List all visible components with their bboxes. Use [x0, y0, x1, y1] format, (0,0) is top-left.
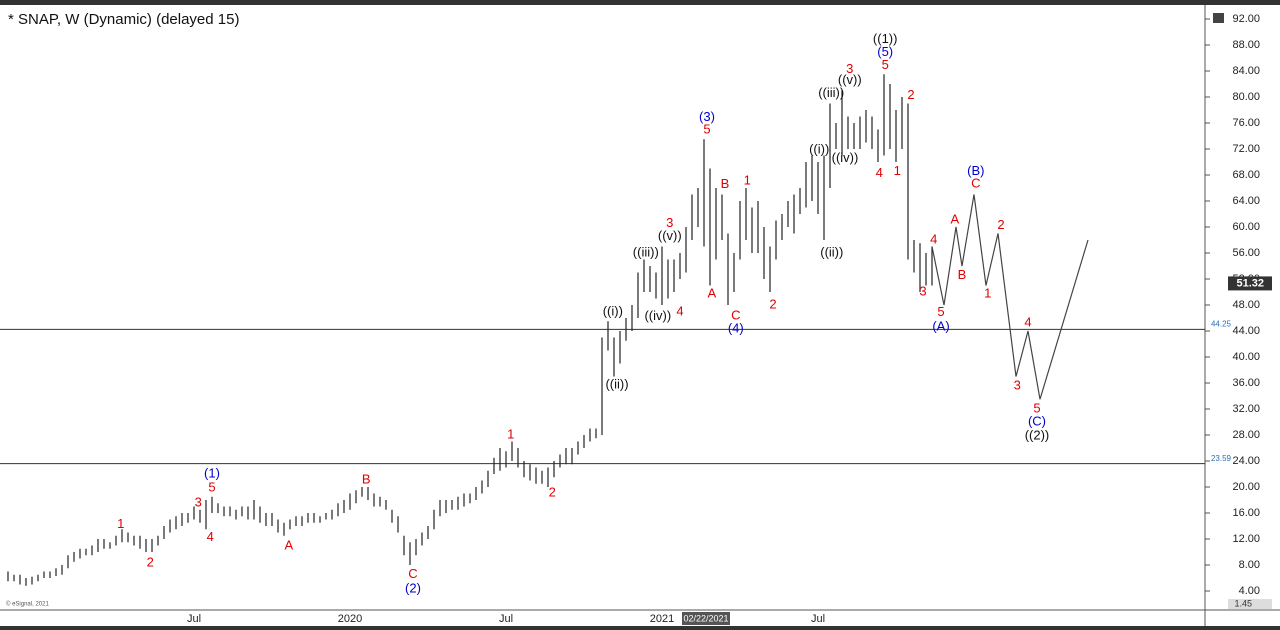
last-price-box [1228, 276, 1272, 291]
wave-label: (C) [1028, 413, 1046, 428]
y-tick-label: 48.00 [1232, 299, 1260, 311]
projection-line [931, 194, 1089, 400]
wave-label: ((iii)) [818, 85, 844, 100]
wave-label: 2 [549, 484, 556, 499]
top-border [0, 0, 1280, 5]
wave-label: 3 [919, 283, 926, 298]
wave-label: ((ii)) [605, 376, 628, 391]
wave-label: 4 [1024, 315, 1031, 330]
copyright: © eSignal, 2021 [6, 601, 49, 608]
y-tick-label: 44.00 [1232, 325, 1260, 337]
wave-label: 3 [846, 61, 853, 76]
lower-axis-label: 1.45 [1234, 598, 1252, 608]
y-tick-label: 72.00 [1232, 143, 1260, 155]
y-tick-label: 60.00 [1232, 221, 1260, 233]
wave-label: 4 [676, 304, 683, 319]
y-tick-label: 8.00 [1239, 559, 1260, 571]
wave-label: 1 [744, 172, 751, 187]
wave-label: B [958, 267, 967, 282]
x-tick-label: Jul [499, 613, 513, 625]
y-tick-label: 84.00 [1232, 65, 1260, 77]
wave-label: 1 [507, 426, 514, 441]
wave-label: ((iv)) [832, 150, 859, 165]
wave-label: C [408, 566, 417, 581]
y-tick-label: 16.00 [1232, 507, 1260, 519]
wave-label: (4) [728, 320, 744, 335]
y-tick-label: 40.00 [1232, 351, 1260, 363]
wave-label: 2 [769, 296, 776, 311]
level-label: 44.25 [1211, 319, 1232, 328]
y-tick-label: 76.00 [1232, 117, 1260, 129]
wave-label: B [362, 471, 371, 486]
wave-label: ((1)) [873, 31, 898, 46]
wave-label: ((v)) [838, 72, 862, 87]
y-tick-label: 28.00 [1232, 429, 1260, 441]
y-tick-label: 88.00 [1232, 39, 1260, 51]
wave-label: A [284, 538, 293, 553]
wave-label: 2 [907, 87, 914, 102]
x-tick-label: Jul [187, 613, 201, 625]
wave-label: (1) [204, 465, 220, 480]
y-tick-label: 56.00 [1232, 247, 1260, 259]
wave-label: 2 [147, 554, 154, 569]
y-tick-label: 32.00 [1232, 403, 1260, 415]
wave-label: ((i)) [603, 304, 623, 319]
wave-label: 1 [894, 163, 901, 178]
y-tick-label: 68.00 [1232, 169, 1260, 181]
wave-label: C [731, 307, 740, 322]
wave-label: 3 [666, 215, 673, 230]
wave-label: ((i)) [809, 142, 829, 157]
wave-label: ((ii)) [820, 244, 843, 259]
y-tick-label: 20.00 [1232, 481, 1260, 493]
wave-label: 3 [1014, 378, 1021, 393]
x-tick-label: 2021 [650, 613, 674, 625]
cursor-label: 02/22/2021 [683, 613, 728, 623]
menu-icon[interactable] [1213, 13, 1224, 23]
wave-label: 4 [876, 165, 883, 180]
level-label: 23.59 [1211, 454, 1232, 463]
wave-label: 1 [984, 285, 991, 300]
wave-label: B [721, 176, 730, 191]
y-tick-label: 24.00 [1232, 455, 1260, 467]
wave-label: C [971, 176, 980, 191]
wave-label: A [707, 285, 716, 300]
wave-label: 5 [1033, 400, 1040, 415]
wave-label: 3 [195, 495, 202, 510]
wave-label: (5) [877, 44, 893, 59]
wave-label: 2 [997, 217, 1004, 232]
y-tick-label: 12.00 [1232, 533, 1260, 545]
wave-label: (A) [932, 319, 949, 334]
wave-label: 4 [207, 529, 214, 544]
wave-label: (2) [405, 580, 421, 595]
y-tick-label: 80.00 [1232, 91, 1260, 103]
wave-label: (B) [967, 163, 984, 178]
wave-label: (3) [699, 109, 715, 124]
cursor-box [682, 612, 730, 625]
y-tick-label: 4.00 [1239, 585, 1260, 597]
y-tick-label: 64.00 [1232, 195, 1260, 207]
x-tick-label: 2020 [338, 613, 362, 625]
y-tick-label: 36.00 [1232, 377, 1260, 389]
last-price-label: 51.32 [1236, 277, 1264, 289]
wave-label: 5 [703, 122, 710, 137]
wave-label: 5 [208, 480, 215, 495]
wave-label: 4 [930, 231, 937, 246]
wave-label: 5 [882, 57, 889, 72]
wave-label: 1 [117, 516, 124, 531]
chart-title: * SNAP, W (Dynamic) (delayed 15) [8, 11, 239, 28]
wave-label: ((iii)) [633, 244, 659, 259]
wave-label: ((iv)) [644, 308, 671, 323]
x-tick-label: Jul [811, 613, 825, 625]
wave-label: ((2)) [1025, 428, 1050, 443]
bottom-border [0, 626, 1280, 630]
wave-label: A [950, 211, 959, 226]
y-tick-label: 92.00 [1232, 13, 1260, 25]
lower-axis-box [1228, 599, 1272, 609]
wave-label: ((v)) [658, 228, 682, 243]
wave-label: 5 [937, 304, 944, 319]
